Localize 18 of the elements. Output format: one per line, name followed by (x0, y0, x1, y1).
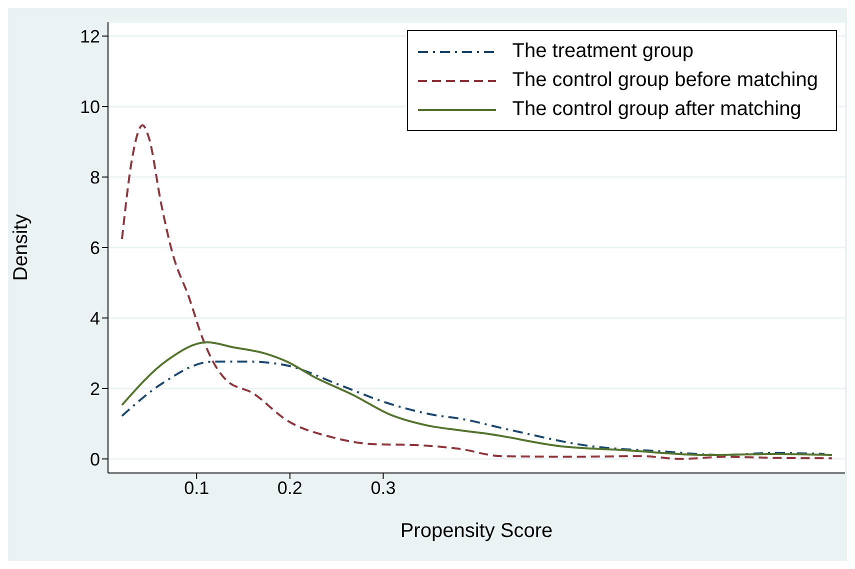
y-tick-label: 2 (90, 378, 100, 399)
y-tick-label: 8 (90, 167, 100, 188)
x-tick-label: 0.3 (370, 478, 396, 498)
x-tick-label: 0.1 (184, 478, 210, 498)
legend-label: The treatment group (512, 40, 694, 63)
y-tick-label: 10 (80, 96, 100, 117)
y-axis-title: Density (10, 214, 32, 281)
x-tick-label: 0.2 (277, 478, 302, 498)
legend-label: The control group before matching (512, 69, 818, 92)
x-axis-title: Propensity Score (400, 520, 553, 542)
line-series (120, 360, 826, 456)
y-tick-label: 12 (80, 26, 100, 46)
y-tick-label: 6 (90, 238, 100, 258)
line-series (120, 124, 833, 460)
legend-label: The control group after matching (512, 98, 802, 121)
line-series (120, 341, 833, 456)
y-tick-label: 4 (90, 308, 100, 328)
y-tick-label: 0 (90, 449, 100, 470)
